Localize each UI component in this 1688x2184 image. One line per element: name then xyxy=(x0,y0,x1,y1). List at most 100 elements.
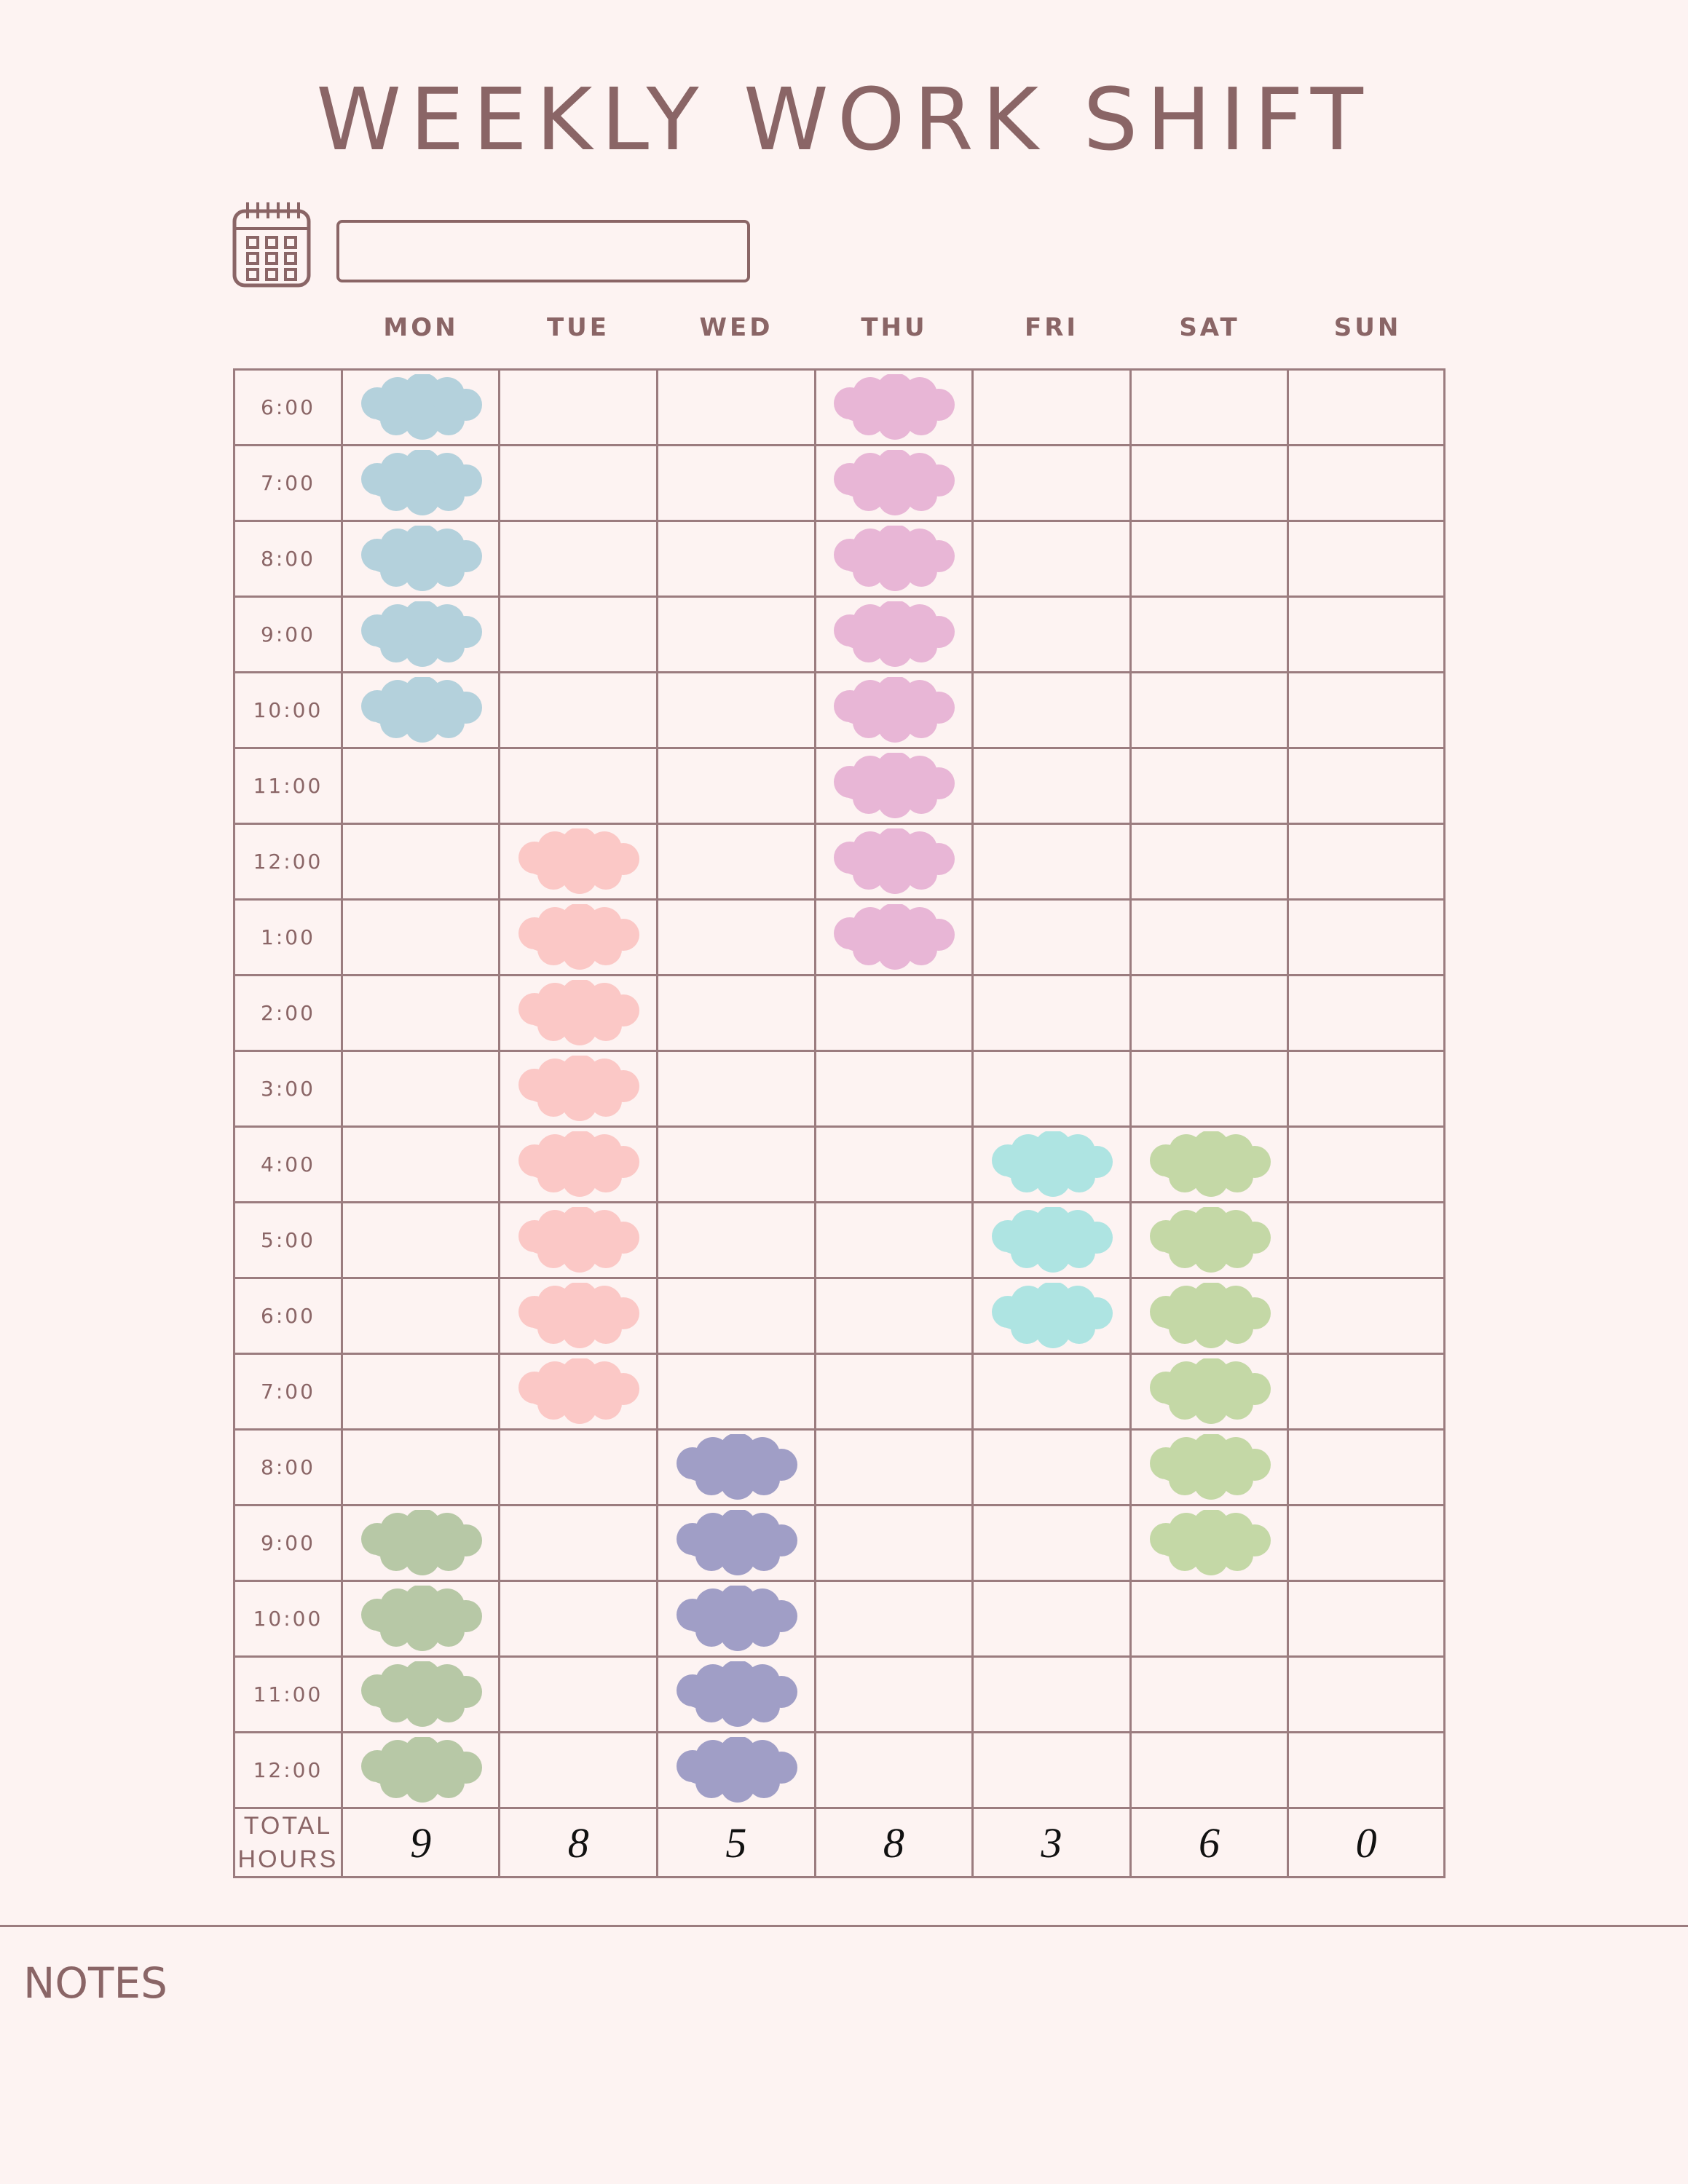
shift-cell-sun[interactable] xyxy=(1287,671,1446,749)
shift-cell-sat[interactable] xyxy=(1129,1201,1290,1279)
shift-cell-sun[interactable] xyxy=(1287,1655,1446,1733)
shift-cell-mon[interactable] xyxy=(340,1428,501,1506)
shift-cell-mon[interactable] xyxy=(340,1125,501,1203)
shift-cell-thu[interactable] xyxy=(813,520,974,598)
shift-cell-thu[interactable] xyxy=(813,1353,974,1431)
shift-cell-wed[interactable] xyxy=(656,1050,816,1128)
shift-cell-fri[interactable] xyxy=(971,898,1132,976)
shift-cell-tue[interactable] xyxy=(498,1731,659,1809)
shift-cell-thu[interactable] xyxy=(813,1655,974,1733)
shift-cell-sun[interactable] xyxy=(1287,1201,1446,1279)
shift-cell-wed[interactable] xyxy=(656,1731,816,1809)
calendar-icon[interactable] xyxy=(232,199,312,288)
shift-cell-sat[interactable] xyxy=(1129,974,1290,1052)
shift-cell-fri[interactable] xyxy=(971,1655,1132,1733)
shift-cell-sun[interactable] xyxy=(1287,974,1446,1052)
shift-cell-sat[interactable] xyxy=(1129,1353,1290,1431)
shift-cell-sat[interactable] xyxy=(1129,520,1290,598)
shift-cell-sat[interactable] xyxy=(1129,1428,1290,1506)
shift-cell-sun[interactable] xyxy=(1287,444,1446,522)
shift-cell-wed[interactable] xyxy=(656,823,816,901)
shift-cell-fri[interactable] xyxy=(971,1580,1132,1658)
shift-cell-mon[interactable] xyxy=(340,747,501,825)
shift-cell-sun[interactable] xyxy=(1287,898,1446,976)
shift-cell-sat[interactable] xyxy=(1129,823,1290,901)
shift-cell-mon[interactable] xyxy=(340,898,501,976)
shift-cell-mon[interactable] xyxy=(340,671,501,749)
shift-cell-fri[interactable] xyxy=(971,1050,1132,1128)
shift-cell-mon[interactable] xyxy=(340,1353,501,1431)
shift-cell-sat[interactable] xyxy=(1129,1504,1290,1582)
shift-cell-thu[interactable] xyxy=(813,974,974,1052)
shift-cell-tue[interactable] xyxy=(498,898,659,976)
shift-cell-mon[interactable] xyxy=(340,1050,501,1128)
shift-cell-tue[interactable] xyxy=(498,823,659,901)
shift-cell-wed[interactable] xyxy=(656,671,816,749)
shift-cell-mon[interactable] xyxy=(340,1655,501,1733)
shift-cell-mon[interactable] xyxy=(340,823,501,901)
shift-cell-thu[interactable] xyxy=(813,596,974,673)
shift-cell-sun[interactable] xyxy=(1287,747,1446,825)
shift-cell-tue[interactable] xyxy=(498,368,659,446)
shift-cell-mon[interactable] xyxy=(340,520,501,598)
shift-cell-sun[interactable] xyxy=(1287,1731,1446,1809)
shift-cell-tue[interactable] xyxy=(498,1655,659,1733)
shift-cell-thu[interactable] xyxy=(813,1050,974,1128)
shift-cell-sat[interactable] xyxy=(1129,1125,1290,1203)
shift-cell-sun[interactable] xyxy=(1287,1504,1446,1582)
shift-cell-thu[interactable] xyxy=(813,1731,974,1809)
shift-cell-mon[interactable] xyxy=(340,368,501,446)
shift-cell-wed[interactable] xyxy=(656,368,816,446)
shift-cell-fri[interactable] xyxy=(971,1731,1132,1809)
shift-cell-fri[interactable] xyxy=(971,671,1132,749)
shift-cell-fri[interactable] xyxy=(971,974,1132,1052)
shift-cell-sat[interactable] xyxy=(1129,368,1290,446)
shift-cell-wed[interactable] xyxy=(656,1580,816,1658)
shift-cell-tue[interactable] xyxy=(498,596,659,673)
shift-cell-wed[interactable] xyxy=(656,1353,816,1431)
shift-cell-fri[interactable] xyxy=(971,747,1132,825)
shift-cell-fri[interactable] xyxy=(971,368,1132,446)
shift-cell-sat[interactable] xyxy=(1129,898,1290,976)
shift-cell-fri[interactable] xyxy=(971,1353,1132,1431)
shift-cell-thu[interactable] xyxy=(813,1428,974,1506)
shift-cell-fri[interactable] xyxy=(971,823,1132,901)
shift-cell-mon[interactable] xyxy=(340,1731,501,1809)
shift-cell-tue[interactable] xyxy=(498,1125,659,1203)
shift-cell-thu[interactable] xyxy=(813,1125,974,1203)
shift-cell-tue[interactable] xyxy=(498,1353,659,1431)
shift-cell-wed[interactable] xyxy=(656,1201,816,1279)
shift-cell-mon[interactable] xyxy=(340,974,501,1052)
shift-cell-sat[interactable] xyxy=(1129,671,1290,749)
shift-cell-mon[interactable] xyxy=(340,1201,501,1279)
shift-cell-thu[interactable] xyxy=(813,1504,974,1582)
shift-cell-mon[interactable] xyxy=(340,444,501,522)
shift-cell-sat[interactable] xyxy=(1129,1277,1290,1355)
shift-cell-fri[interactable] xyxy=(971,1201,1132,1279)
shift-cell-tue[interactable] xyxy=(498,1504,659,1582)
shift-cell-thu[interactable] xyxy=(813,898,974,976)
shift-cell-wed[interactable] xyxy=(656,444,816,522)
shift-cell-fri[interactable] xyxy=(971,1277,1132,1355)
shift-cell-sun[interactable] xyxy=(1287,520,1446,598)
shift-cell-tue[interactable] xyxy=(498,1050,659,1128)
shift-cell-wed[interactable] xyxy=(656,596,816,673)
shift-cell-sun[interactable] xyxy=(1287,1428,1446,1506)
shift-cell-thu[interactable] xyxy=(813,368,974,446)
shift-cell-thu[interactable] xyxy=(813,823,974,901)
shift-cell-tue[interactable] xyxy=(498,520,659,598)
shift-cell-sun[interactable] xyxy=(1287,1125,1446,1203)
shift-cell-wed[interactable] xyxy=(656,974,816,1052)
shift-cell-wed[interactable] xyxy=(656,1125,816,1203)
shift-cell-sat[interactable] xyxy=(1129,444,1290,522)
shift-cell-tue[interactable] xyxy=(498,1428,659,1506)
shift-cell-thu[interactable] xyxy=(813,1201,974,1279)
shift-cell-sat[interactable] xyxy=(1129,1731,1290,1809)
shift-cell-mon[interactable] xyxy=(340,1504,501,1582)
shift-cell-wed[interactable] xyxy=(656,1655,816,1733)
shift-cell-sat[interactable] xyxy=(1129,747,1290,825)
shift-cell-tue[interactable] xyxy=(498,444,659,522)
shift-cell-thu[interactable] xyxy=(813,671,974,749)
shift-cell-fri[interactable] xyxy=(971,1125,1132,1203)
shift-cell-thu[interactable] xyxy=(813,1277,974,1355)
